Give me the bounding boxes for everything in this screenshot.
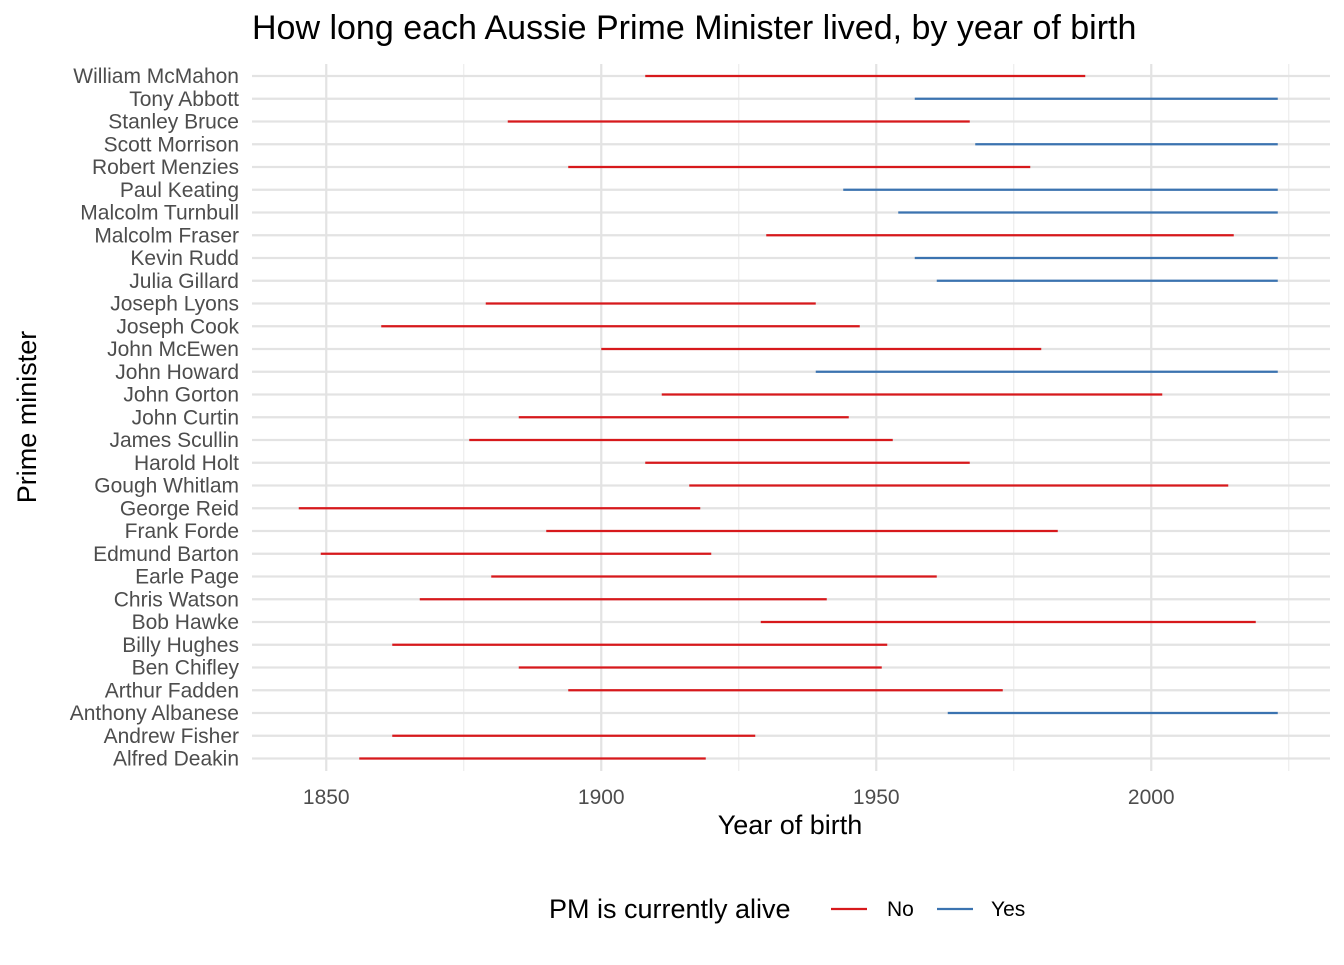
y-tick-label-paul-keating: Paul Keating	[120, 179, 239, 202]
legend-label-yes: Yes	[991, 898, 1025, 921]
y-tick-label-ben-chifley: Ben Chifley	[132, 657, 240, 680]
y-tick-label-george-reid: George Reid	[120, 497, 239, 520]
y-tick-label-scott-morrison: Scott Morrison	[104, 133, 239, 156]
y-tick-label-james-scullin: James Scullin	[109, 429, 239, 452]
x-tick-label: 1900	[578, 786, 625, 809]
y-tick-label-chris-watson: Chris Watson	[114, 588, 239, 611]
y-tick-label-kevin-rudd: Kevin Rudd	[130, 247, 239, 270]
x-tick-label: 1950	[853, 786, 900, 809]
y-tick-label-john-gorton: John Gorton	[123, 384, 239, 407]
chart-title: How long each Aussie Prime Minister live…	[252, 9, 1136, 47]
x-tick-labels: 1850 1900 1950 2000	[303, 786, 1175, 809]
y-tick-label-julia-gillard: Julia Gillard	[129, 270, 239, 293]
y-tick-label-william-mcmahon: William McMahon	[73, 65, 239, 88]
y-tick-label-earle-page: Earle Page	[135, 566, 239, 589]
y-tick-label-frank-forde: Frank Forde	[125, 520, 239, 543]
y-tick-label-gough-whitlam: Gough Whitlam	[94, 475, 239, 498]
y-tick-label-andrew-fisher: Andrew Fisher	[104, 725, 239, 748]
y-tick-label-robert-menzies: Robert Menzies	[92, 156, 239, 179]
x-tick-label: 2000	[1128, 786, 1175, 809]
legend-label-no: No	[887, 898, 914, 921]
y-tick-label-john-curtin: John Curtin	[132, 406, 239, 429]
x-axis-title: Year of birth	[718, 810, 863, 840]
y-tick-label-john-mcewen: John McEwen	[107, 338, 239, 361]
y-axis-title: Prime minister	[12, 331, 42, 504]
y-tick-label-malcolm-turnbull: Malcolm Turnbull	[80, 202, 239, 225]
y-tick-label-arthur-fadden: Arthur Fadden	[105, 679, 239, 702]
legend-title: PM is currently alive	[549, 894, 791, 924]
y-tick-label-bob-hawke: Bob Hawke	[132, 611, 239, 634]
x-tick-label: 1850	[303, 786, 350, 809]
y-tick-label-harold-holt: Harold Holt	[134, 452, 239, 475]
y-tick-label-john-howard: John Howard	[115, 361, 239, 384]
segment-layer	[298, 74, 1278, 760]
y-tick-label-edmund-barton: Edmund Barton	[93, 543, 239, 566]
y-tick-label-joseph-cook: Joseph Cook	[116, 315, 239, 338]
y-tick-label-billy-hughes: Billy Hughes	[122, 634, 239, 657]
y-tick-label-alfred-deakin: Alfred Deakin	[113, 748, 239, 771]
y-tick-label-anthony-albanese: Anthony Albanese	[70, 702, 239, 725]
y-tick-label-stanley-bruce: Stanley Bruce	[108, 111, 239, 134]
y-tick-label-malcolm-fraser: Malcolm Fraser	[94, 224, 239, 247]
y-tick-label-joseph-lyons: Joseph Lyons	[110, 293, 239, 316]
y-tick-label-tony-abbott: Tony Abbott	[129, 88, 239, 111]
legend: PM is currently alive No Yes	[549, 894, 1025, 924]
